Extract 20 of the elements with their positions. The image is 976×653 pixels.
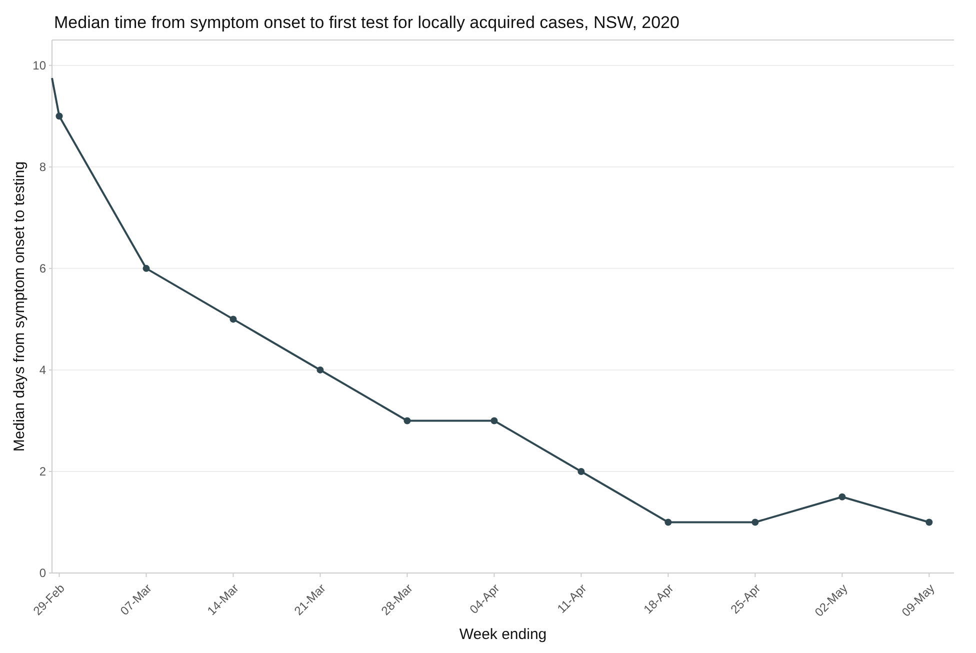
x-axis-title: Week ending <box>459 626 547 643</box>
point <box>56 112 63 120</box>
chart-title: Median time from symptom onset to first test for locally acquired cases, NSW, 2020 <box>54 13 680 32</box>
y-tick-label: 4 <box>39 363 46 378</box>
point <box>752 518 759 526</box>
y-tick-label: 8 <box>39 160 46 174</box>
y-tick-label: 6 <box>39 262 46 276</box>
y-tick-label: 2 <box>39 464 46 479</box>
point <box>926 518 933 526</box>
y-axis-title: Median days from symptom onset to testing <box>11 161 28 452</box>
point <box>316 366 324 374</box>
point <box>838 493 846 500</box>
point <box>490 417 498 424</box>
point <box>142 264 150 272</box>
y-tick-label: 10 <box>32 58 46 73</box>
point <box>664 518 672 526</box>
point <box>404 417 411 424</box>
point <box>230 316 237 323</box>
y-tick-label: 0 <box>39 566 46 580</box>
point <box>578 468 585 475</box>
